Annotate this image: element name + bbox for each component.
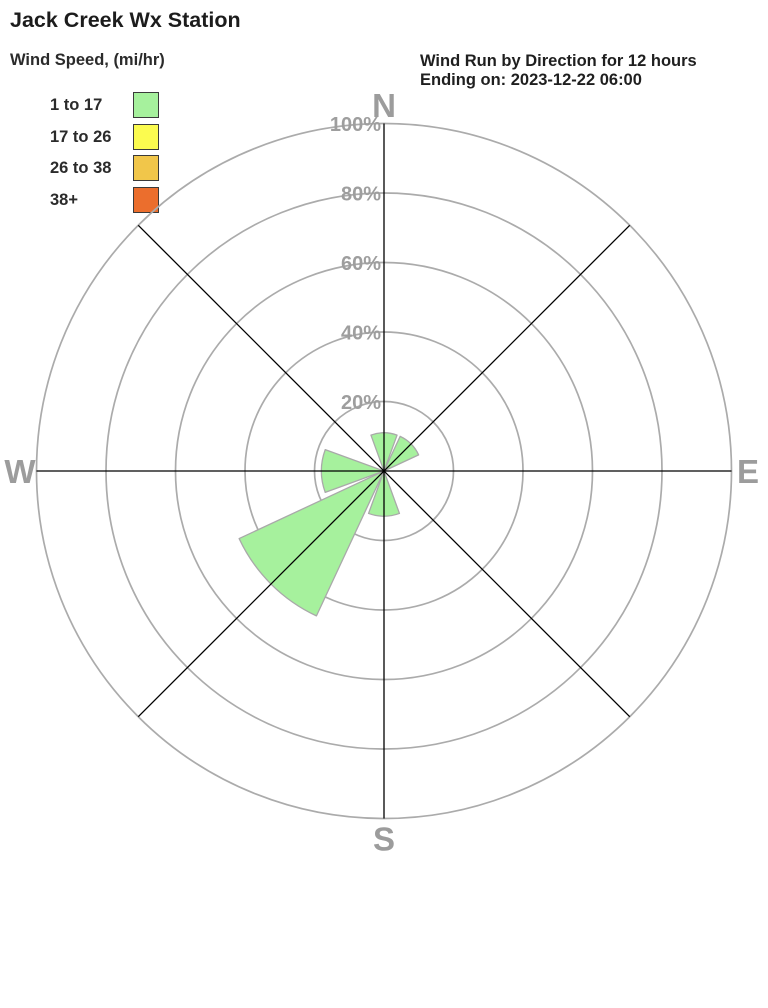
legend-swatch-26-to-38 [133,155,159,181]
axis-se-nw [137,224,631,718]
legend-item-label: 17 to 26 [50,127,112,146]
legend-row: 26 to 38 [50,155,170,182]
legend-swatch-38-plus [133,186,159,213]
legend-swatch-17-to-26 [133,123,159,150]
legend-title: Wind Speed, (mi/hr) [10,51,165,69]
legend-item-label: 1 to 17 [50,96,103,114]
chart-title-line1: Wind Run by Direction for 12 hours [420,52,697,70]
chart-title-line2: Ending on: 2023-12-22 06:00 [420,70,642,89]
chart-title: Wind Run by Direction for 12 hours Endin… [420,52,697,89]
wind-speed-legend: 1 to 17 17 to 26 26 to 38 38+ [50,92,170,218]
compass-label-e: E [737,453,759,490]
compass-label-s: S [373,821,395,858]
ring-label-40: 40% [341,323,381,345]
ring-label-80: 80% [341,184,381,206]
ring-label-60: 60% [341,253,381,275]
legend-row: 17 to 26 [50,123,170,151]
legend-swatch-1-to-17 [133,92,159,118]
legend-row: 1 to 17 [50,92,170,119]
compass-label-w: W [4,453,36,490]
ring-label-20: 20% [341,392,381,414]
compass-label-n: N [372,87,396,124]
legend-item-label: 26 to 38 [50,159,112,177]
page-title: Jack Creek Wx Station [10,8,241,32]
ring-label-100: 100% [330,114,381,136]
legend-row: 38+ [50,186,170,214]
legend-item-label: 38+ [50,190,78,209]
